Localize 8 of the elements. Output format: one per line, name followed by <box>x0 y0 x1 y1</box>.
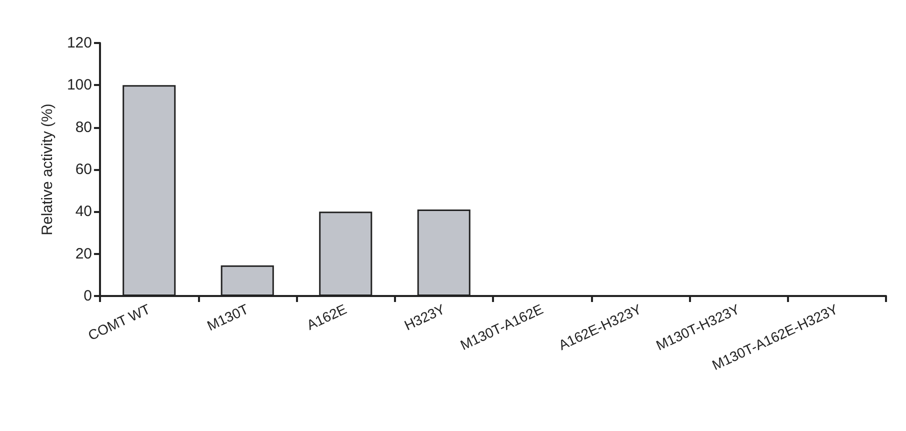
y-tick-label: 40 <box>75 203 92 220</box>
y-axis-title: Relative activity (%) <box>39 104 56 236</box>
y-tick-label: 120 <box>66 34 92 52</box>
y-tick-label: 100 <box>66 76 92 94</box>
y-tick-label: 80 <box>75 118 92 136</box>
y-tick-label: 0 <box>84 288 92 304</box>
y-tick-label: 60 <box>75 161 92 178</box>
y-tick-label: 20 <box>75 245 92 262</box>
